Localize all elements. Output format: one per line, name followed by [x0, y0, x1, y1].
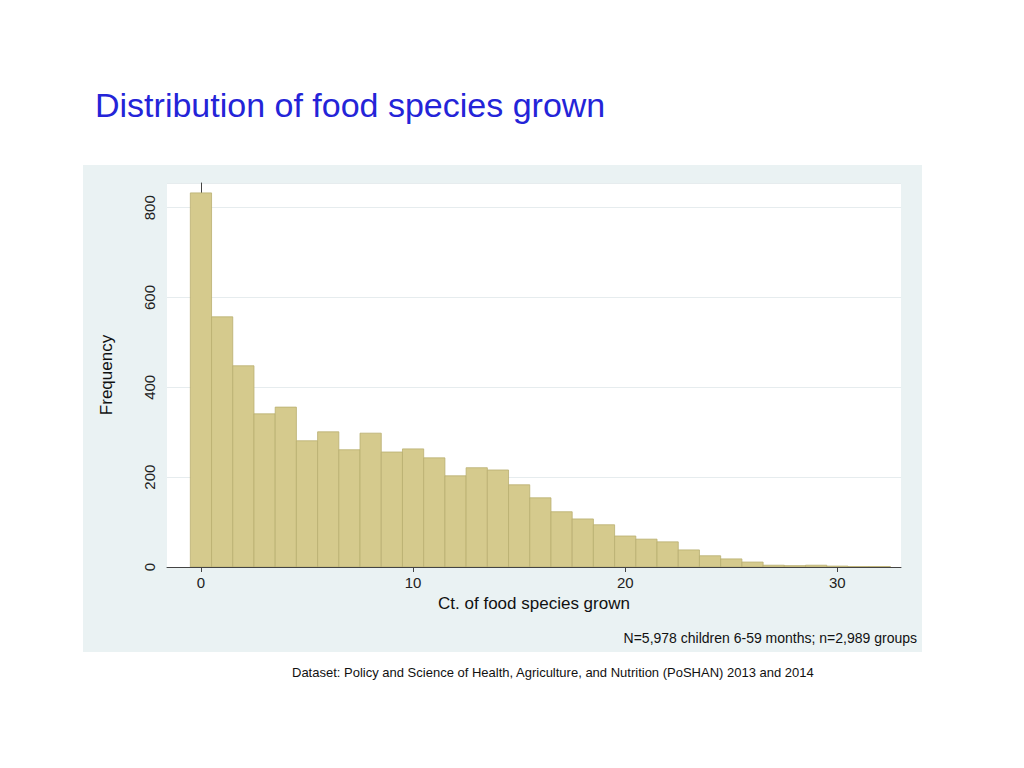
svg-text:N=5,978 children 6-59 months;: N=5,978 children 6-59 months; n=2,989 gr…: [624, 630, 917, 646]
svg-text:400: 400: [141, 375, 158, 400]
svg-text:Ct. of food species grown: Ct. of food species grown: [438, 594, 630, 613]
svg-text:200: 200: [141, 465, 158, 490]
svg-text:Distribution of food species g: Distribution of food species grown: [95, 86, 605, 124]
svg-text:30: 30: [829, 574, 846, 591]
svg-text:800: 800: [141, 195, 158, 220]
svg-text:Frequency: Frequency: [97, 334, 116, 415]
svg-text:20: 20: [617, 574, 634, 591]
svg-text:Dataset: Policy and Science of: Dataset: Policy and Science of Health, A…: [292, 665, 814, 680]
svg-text:600: 600: [141, 285, 158, 310]
svg-text:10: 10: [405, 574, 422, 591]
svg-text:0: 0: [197, 574, 205, 591]
svg-text:0: 0: [141, 563, 158, 571]
